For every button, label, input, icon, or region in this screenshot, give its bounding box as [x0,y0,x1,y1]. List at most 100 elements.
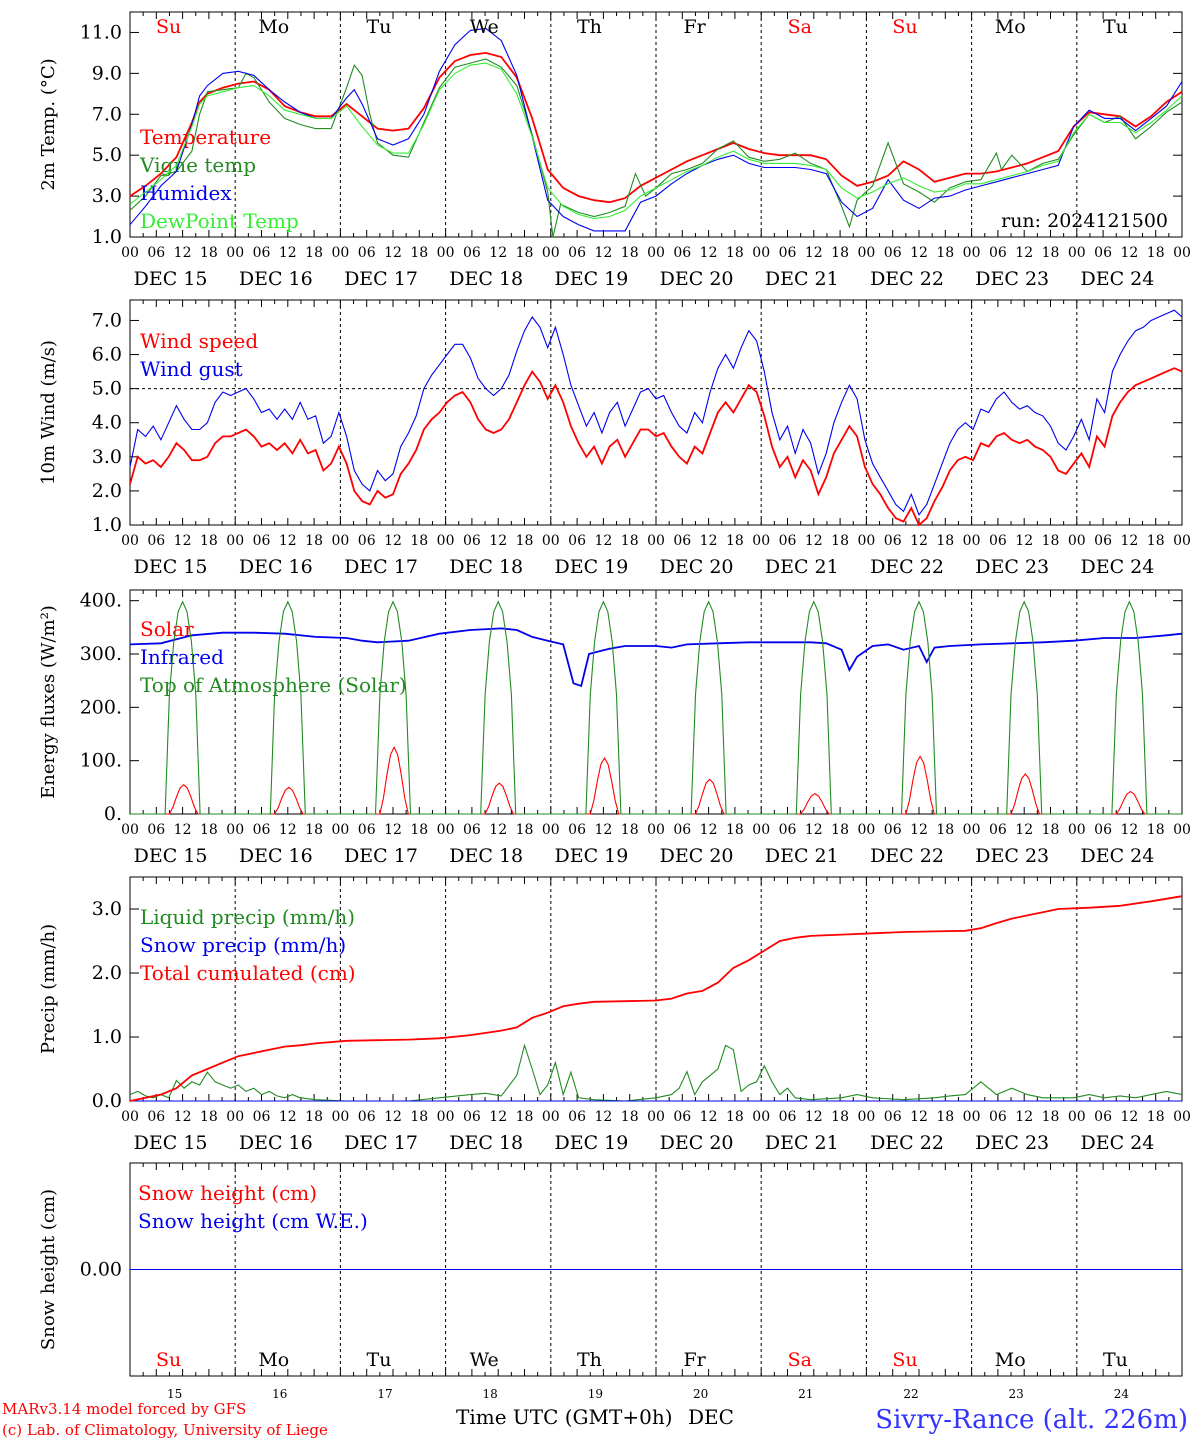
date-label: DEC 21 [765,556,839,578]
hour-tick-label: 00 [542,1109,560,1125]
hour-tick-label: 00 [857,1109,875,1125]
weekday-label-top: Th [577,16,602,38]
y-tick-label: 300. [80,643,122,665]
hour-tick-label: 18 [621,822,639,838]
date-label: DEC 20 [660,1132,734,1154]
weekday-label-bottom: Fr [683,1349,706,1371]
hour-tick-label: 00 [1068,1109,1086,1125]
date-label: DEC 20 [660,556,734,578]
hour-tick-label: 12 [384,822,402,838]
y-tick-label: 3.0 [92,898,122,920]
hour-tick-label: 00 [752,822,770,838]
date-label: DEC 17 [344,268,418,290]
hour-tick-label: 12 [594,1109,612,1125]
hour-tick-label: 18 [305,533,323,549]
hour-tick-label: 12 [489,533,507,549]
hour-tick-label: 00 [647,822,665,838]
weekday-label-bottom: Tu [367,1349,392,1371]
series-line-humidex [129,27,1183,232]
hour-tick-label: 18 [621,533,639,549]
panel-1: 1.0 3.0 5.0 7.0 9.0 11.0 2m Temp. (°C) Temperat… [38,11,1191,290]
hour-tick-label: 18 [621,1109,639,1125]
y-tick-label: 5.0 [92,378,122,400]
date-label: DEC 19 [554,845,628,867]
y-tick-label: 7.0 [92,309,122,331]
hour-tick-label: 12 [279,533,297,549]
date-label: DEC 18 [449,556,523,578]
hour-tick-label: 12 [1120,245,1138,261]
y-tick-label: 1.0 [92,514,122,536]
weekday-label-bottom: Su [156,1349,181,1371]
date-label: DEC 18 [449,845,523,867]
hour-tick-label: 18 [726,533,744,549]
hour-tick-label: 00 [226,245,244,261]
station-name: Sivry-Rance (alt. 226m) [875,1405,1188,1435]
panel-frame [129,589,1183,815]
date-label: DEC 15 [134,1132,208,1154]
hour-tick-label: 06 [358,533,376,549]
hour-tick-label: 18 [200,1109,218,1125]
y-tick-label: 4.0 [92,412,122,434]
y-axis-label: Snow height (cm) [38,1189,59,1350]
hour-tick-label: 12 [700,245,718,261]
hour-tick-label: 18 [516,245,534,261]
hour-tick-label: 12 [279,245,297,261]
y-tick-label: 5.0 [92,144,122,166]
legend-entry: Snow precip (mm/h) [140,933,346,957]
series-line-wind-gust [129,309,1183,516]
hour-tick-label: 00 [1173,245,1191,261]
date-label: DEC 19 [554,1132,628,1154]
weekday-label-bottom: We [470,1349,499,1371]
day-number-label: 20 [693,1387,708,1401]
hour-tick-label: 06 [358,245,376,261]
hour-tick-label: 18 [831,245,849,261]
hour-tick-label: 00 [226,822,244,838]
hour-tick-label: 06 [989,245,1007,261]
hour-tick-label: 18 [726,822,744,838]
hour-tick-label: 12 [174,245,192,261]
hour-tick-label: 18 [936,1109,954,1125]
date-label: DEC 17 [344,1132,418,1154]
panel-2: 1.0 2.0 3.0 4.0 5.0 6.0 7.0 10m Wind (m/s) Wind … [38,299,1191,578]
date-label: DEC 16 [239,556,313,578]
hour-tick-label: 06 [884,1109,902,1125]
y-tick-label: 11.0 [80,21,122,43]
hour-tick-label: 06 [779,245,797,261]
day-number-label: 21 [798,1387,813,1401]
hour-tick-label: 18 [831,533,849,549]
weekday-label-bottom: Mo [995,1349,1026,1371]
hour-tick-label: 00 [1173,1109,1191,1125]
weekday-label-bottom: Tu [1103,1349,1128,1371]
hour-tick-label: 00 [542,533,560,549]
weekday-label-bottom: Su [892,1349,917,1371]
date-label: DEC 16 [239,1132,313,1154]
hour-tick-label: 12 [805,1109,823,1125]
hour-tick-label: 12 [279,822,297,838]
date-label: DEC 16 [239,845,313,867]
hour-tick-label: 06 [253,822,271,838]
hour-tick-label: 00 [542,245,560,261]
hour-tick-label: 12 [594,245,612,261]
hour-tick-label: 18 [1042,533,1060,549]
date-label: DEC 24 [1080,845,1154,867]
hour-tick-label: 18 [516,1109,534,1125]
hour-tick-label: 00 [121,245,139,261]
hour-tick-label: 06 [358,1109,376,1125]
date-label: DEC 15 [134,556,208,578]
hour-tick-label: 12 [279,1109,297,1125]
hour-tick-label: 12 [700,533,718,549]
hour-tick-label: 06 [463,822,481,838]
legend-entry: Wind speed [140,329,258,353]
date-label: DEC 22 [870,1132,944,1154]
hour-tick-label: 06 [358,822,376,838]
hour-tick-label: 06 [463,245,481,261]
date-label: DEC 21 [765,1132,839,1154]
month-label: DEC [688,1405,734,1429]
hour-tick-label: 00 [331,533,349,549]
hour-tick-label: 12 [910,822,928,838]
y-axis-label: 10m Wind (m/s) [38,340,59,485]
weekday-label-top: Su [892,16,917,38]
weekday-label-top: We [470,16,499,38]
hour-tick-label: 00 [857,533,875,549]
